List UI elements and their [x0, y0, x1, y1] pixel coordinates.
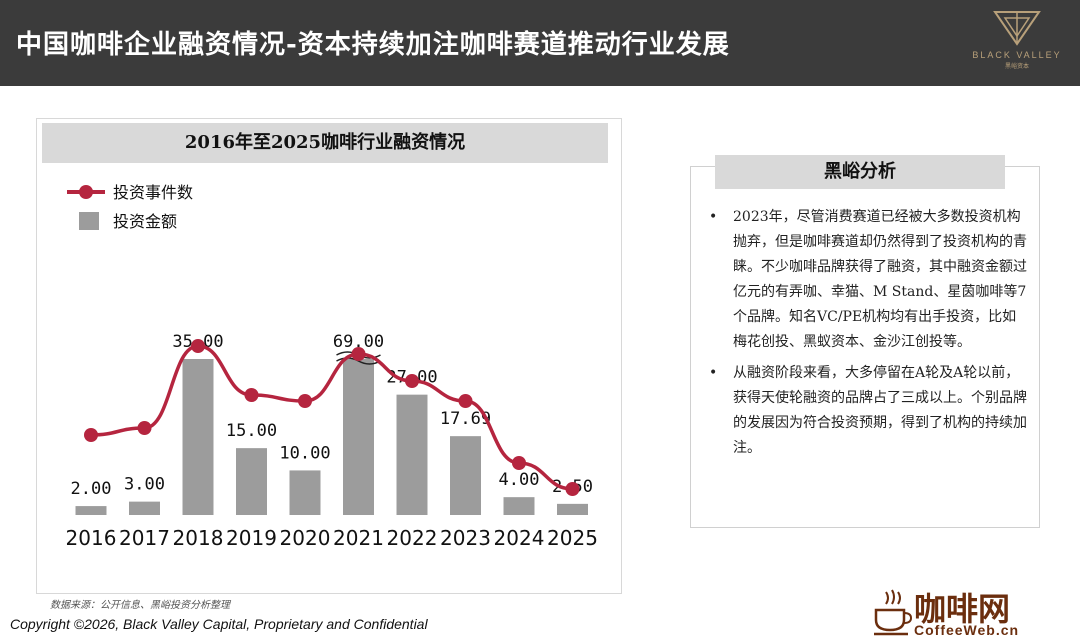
bar-value-label: 10.00: [279, 443, 330, 463]
line-point: [405, 374, 419, 388]
analysis-list: • 2023年，尽管消费赛道已经被大多数投资机构抛弃，但是咖啡赛道却仍然得到了投…: [707, 205, 1029, 467]
bar-2018: [182, 359, 214, 515]
legend-label-events: 投资事件数: [113, 183, 193, 202]
x-tick-label: 2025: [547, 526, 598, 550]
bar-2025: [557, 503, 588, 515]
page-title: 中国咖啡企业融资情况-资本持续加注咖啡赛道推动行业发展: [16, 30, 730, 60]
legend-line-marker: [79, 185, 93, 199]
bullet-dot-icon: •: [709, 365, 718, 381]
bar-2023: [450, 436, 481, 515]
legend-bar-swatch: [79, 212, 99, 230]
chart-title: 2016年至2025咖啡行业融资情况: [42, 123, 608, 163]
bar-2017: [129, 501, 160, 515]
bar-value-label: 4.00: [499, 470, 540, 490]
line-point: [137, 421, 152, 435]
bullet-dot-icon: •: [709, 209, 718, 225]
bar-value-label: 3.00: [124, 475, 165, 495]
x-tick-label: 2019: [226, 526, 277, 550]
line-point: [565, 482, 580, 496]
black-valley-logo: BLACK VALLEY 黑峪资本: [958, 8, 1076, 78]
x-tick-label: 2016: [66, 526, 117, 550]
header-bar: 中国咖啡企业融资情况-资本持续加注咖啡赛道推动行业发展 BLACK VALLEY…: [0, 0, 1080, 86]
logo-subtext: 黑峪资本: [1004, 63, 1029, 70]
legend-label-amount: 投资金额: [113, 212, 177, 231]
analysis-title: 黑峪分析: [715, 155, 1005, 189]
x-tick-label: 2023: [440, 526, 491, 550]
coffee-cup-icon: [874, 589, 912, 636]
analysis-bullet: • 2023年，尽管消费赛道已经被大多数投资机构抛弃，但是咖啡赛道却仍然得到了投…: [707, 205, 1029, 355]
coffeeweb-watermark: 咖啡网 CoffeeWeb.cn: [872, 584, 1072, 642]
financing-chart: 2.0020163.00201735.00201815.00201910.002…: [66, 183, 598, 550]
x-tick-label: 2024: [494, 526, 545, 550]
bar-value-label: 69.00: [333, 332, 384, 352]
bar-2021: [343, 359, 374, 515]
line-point: [191, 339, 205, 353]
analysis-bullet-text: 2023年，尽管消费赛道已经被大多数投资机构抛弃，但是咖啡赛道却仍然得到了投资机…: [733, 209, 1027, 350]
line-point: [512, 456, 526, 470]
watermark-cn: 咖啡网: [914, 590, 1011, 628]
chart-panel: 2.0020163.00201735.00201815.00201910.002…: [36, 118, 622, 594]
bar-2024: [503, 497, 535, 515]
line-point: [458, 394, 473, 408]
bar-2022: [396, 394, 428, 515]
analysis-panel: 黑峪分析 • 2023年，尽管消费赛道已经被大多数投资机构抛弃，但是咖啡赛道却仍…: [690, 155, 1040, 528]
x-tick-label: 2021: [333, 526, 384, 550]
bar-2016: [75, 506, 107, 515]
bar-2019: [236, 448, 267, 515]
bar-value-label: 15.00: [226, 421, 277, 441]
analysis-bullet: • 从融资阶段来看，大多停留在A轮及A轮以前，获得天使轮融资的品牌占了三成以上。…: [707, 361, 1029, 461]
bar-value-label: 17.69: [440, 409, 491, 429]
x-tick-label: 2022: [387, 526, 438, 550]
watermark-en: CoffeeWeb.cn: [914, 622, 1020, 638]
logo-mark-icon: [993, 11, 1041, 46]
line-point: [84, 428, 98, 442]
logo-text: BLACK VALLEY: [972, 50, 1062, 60]
source-note: 数据来源：公开信息、黑峪投资分析整理: [50, 600, 230, 611]
analysis-bullet-text: 从融资阶段来看，大多停留在A轮及A轮以前，获得天使轮融资的品牌占了三成以上。个别…: [733, 365, 1027, 456]
x-tick-label: 2018: [173, 526, 224, 550]
line-point: [298, 394, 312, 408]
x-tick-label: 2020: [280, 526, 331, 550]
bar-2020: [289, 470, 321, 515]
copyright-text: Copyright ©2026, Black Valley Capital, P…: [10, 616, 428, 632]
series-line-events: [90, 344, 573, 491]
line-point: [244, 388, 259, 402]
line-point: [351, 347, 366, 361]
bar-value-label: 2.00: [71, 479, 112, 499]
x-tick-label: 2017: [119, 526, 170, 550]
